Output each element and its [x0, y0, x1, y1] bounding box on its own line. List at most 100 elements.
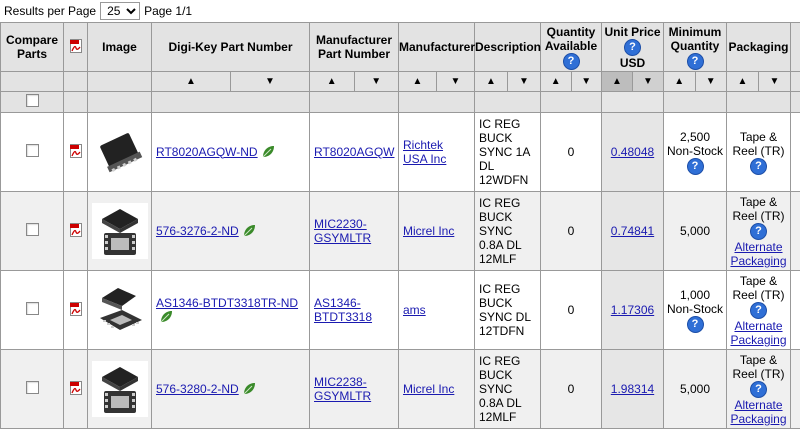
min-qty: 1,000: [664, 288, 726, 302]
part-image[interactable]: [92, 203, 148, 259]
datasheet-pdf-icon[interactable]: [70, 144, 82, 158]
select-all-row: [1, 92, 800, 113]
rohs-leaf-icon: [242, 382, 256, 396]
select-all-checkbox[interactable]: [26, 94, 39, 107]
header-packaging: Packaging: [727, 23, 791, 72]
rohs-leaf-icon: [159, 310, 173, 324]
table-row: RT8020AGQW-ND RT8020AGQW Richtek USA Inc…: [1, 113, 800, 192]
description-cell: IC REG BUCK SYNC DL 12TDFN: [475, 271, 541, 350]
qty-cell: 0: [541, 350, 602, 429]
part-image[interactable]: [92, 124, 148, 180]
help-icon[interactable]: ?: [687, 158, 704, 175]
packaging-text: Tape & Reel (TR): [727, 274, 790, 302]
table-row: 576-3276-2-ND MIC2230-GSYMLTR Micrel Inc…: [1, 192, 800, 271]
sort-digikey-pn: ▲▼: [152, 72, 310, 92]
help-icon[interactable]: ?: [750, 302, 767, 319]
header-image: Image: [88, 23, 152, 72]
header-unit-price: Unit Price ? USD: [602, 23, 664, 72]
qty-cell: 0: [541, 113, 602, 192]
sort-desc-button[interactable]: ▼: [355, 72, 399, 91]
header-price-label: Unit Price: [602, 25, 663, 39]
compare-checkbox[interactable]: [26, 302, 39, 315]
sort-desc-button[interactable]: ▼: [572, 72, 602, 91]
digikey-pn-link[interactable]: 576-3280-2-ND: [156, 382, 239, 396]
mfr-pn-link[interactable]: AS1346-BTDT3318: [314, 296, 372, 324]
digikey-pn-link[interactable]: AS1346-BTDT3318TR-ND: [156, 296, 298, 310]
sort-asc-button[interactable]: ▲: [152, 72, 231, 91]
sort-min-qty: ▲▼: [664, 72, 727, 92]
min-qty: 5,000: [664, 382, 726, 396]
header-overflow: [791, 23, 800, 72]
alternate-packaging-link[interactable]: Alternate Packaging: [730, 319, 786, 347]
price-link[interactable]: 0.48048: [611, 145, 654, 159]
price-link[interactable]: 0.74841: [611, 224, 654, 238]
rohs-leaf-icon: [261, 145, 275, 159]
header-mfr-pn: Manufacturer Part Number: [310, 23, 399, 72]
header-datasheet: [64, 23, 88, 72]
sort-asc-button[interactable]: ▲: [602, 72, 633, 91]
help-icon[interactable]: ?: [624, 39, 641, 56]
part-image[interactable]: [92, 361, 148, 417]
mfr-pn-link[interactable]: RT8020AGQW: [314, 145, 394, 159]
header-price-currency: USD: [602, 56, 663, 70]
alternate-packaging-link[interactable]: Alternate Packaging: [730, 240, 786, 268]
sort-asc-button[interactable]: ▲: [399, 72, 437, 91]
header-minqty-label: Minimum Quantity: [664, 25, 726, 53]
manufacturer-link[interactable]: Micrel Inc: [403, 382, 454, 396]
help-icon[interactable]: ?: [750, 381, 767, 398]
header-digikey-pn: Digi-Key Part Number: [152, 23, 310, 72]
digikey-pn-link[interactable]: RT8020AGQW-ND: [156, 145, 258, 159]
sort-desc-button[interactable]: ▼: [633, 72, 663, 91]
manufacturer-link[interactable]: Richtek USA Inc: [403, 138, 446, 166]
help-icon[interactable]: ?: [687, 316, 704, 333]
table-row: 576-3280-2-ND MIC2238-GSYMLTR Micrel Inc…: [1, 350, 800, 429]
sort-price: ▲▼: [602, 72, 664, 92]
sort-packaging: ▲▼: [727, 72, 791, 92]
help-icon[interactable]: ?: [687, 53, 704, 70]
help-icon[interactable]: ?: [750, 158, 767, 175]
alternate-packaging-link[interactable]: Alternate Packaging: [730, 398, 786, 426]
sort-desc-button[interactable]: ▼: [696, 72, 727, 91]
packaging-text: Tape & Reel (TR): [727, 195, 790, 223]
sort-qty: ▲▼: [541, 72, 602, 92]
compare-checkbox[interactable]: [26, 223, 39, 236]
sort-asc-button[interactable]: ▲: [541, 72, 572, 91]
sort-description: ▲▼: [475, 72, 541, 92]
datasheet-pdf-icon[interactable]: [70, 223, 82, 237]
datasheet-pdf-icon[interactable]: [70, 302, 82, 316]
help-icon[interactable]: ?: [563, 53, 580, 70]
mfr-pn-link[interactable]: MIC2238-GSYMLTR: [314, 375, 371, 403]
results-per-page-select[interactable]: 25: [100, 2, 140, 20]
results-per-page-label: Results per Page: [4, 4, 96, 18]
sort-desc-button[interactable]: ▼: [437, 72, 474, 91]
manufacturer-link[interactable]: ams: [403, 303, 426, 317]
header-qty-available: Quantity Available ?: [541, 23, 602, 72]
sort-row: ▲▼ ▲▼ ▲▼ ▲▼ ▲▼ ▲▼ ▲▼ ▲▼: [1, 72, 800, 92]
price-link[interactable]: 1.98314: [611, 382, 654, 396]
header-compare: Compare Parts: [1, 23, 64, 72]
compare-checkbox[interactable]: [26, 381, 39, 394]
pdf-icon: [70, 39, 82, 53]
help-icon[interactable]: ?: [750, 223, 767, 240]
results-table: Compare Parts Image Digi-Key Part Number…: [0, 22, 800, 429]
sort-asc-button[interactable]: ▲: [310, 72, 355, 91]
qty-cell: 0: [541, 271, 602, 350]
compare-checkbox[interactable]: [26, 144, 39, 157]
sort-asc-button[interactable]: ▲: [475, 72, 508, 91]
sort-desc-button[interactable]: ▼: [759, 72, 790, 91]
part-image[interactable]: [92, 282, 148, 338]
page-indicator: Page 1/1: [144, 4, 192, 18]
mfr-pn-link[interactable]: MIC2230-GSYMLTR: [314, 217, 371, 245]
price-link[interactable]: 1.17306: [611, 303, 654, 317]
header-min-qty: Minimum Quantity ?: [664, 23, 727, 72]
packaging-text: Tape & Reel (TR): [727, 130, 790, 158]
sort-asc-button[interactable]: ▲: [727, 72, 759, 91]
sort-desc-button[interactable]: ▼: [231, 72, 309, 91]
sort-asc-button[interactable]: ▲: [664, 72, 696, 91]
description-cell: IC REG BUCK SYNC 0.8A DL 12MLF: [475, 192, 541, 271]
header-row: Compare Parts Image Digi-Key Part Number…: [1, 23, 800, 72]
manufacturer-link[interactable]: Micrel Inc: [403, 224, 454, 238]
datasheet-pdf-icon[interactable]: [70, 381, 82, 395]
digikey-pn-link[interactable]: 576-3276-2-ND: [156, 224, 239, 238]
sort-desc-button[interactable]: ▼: [508, 72, 540, 91]
